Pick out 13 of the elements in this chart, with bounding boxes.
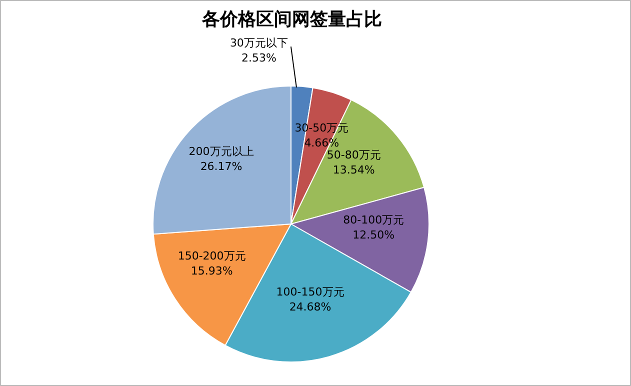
data-label: 24.68% [289,300,332,314]
slice-label: 150-200万元 [178,249,246,262]
slice-label: 80-100万元 [343,214,404,227]
slice-label: 100-150万元 [276,285,344,298]
data-label: 12.50% [352,228,395,242]
data-label: 15.93% [190,264,233,278]
data-label: 2.53% [241,52,276,65]
slice-label: 30万元以下 [230,36,288,50]
data-label: 26.17% [200,160,242,173]
slice-label: 50-80万元 [326,148,381,162]
chart-title: 各价格区间网签量占比 [200,8,383,31]
data-label: 13.54% [332,163,375,176]
slice-label: 200万元以上 [188,144,254,158]
